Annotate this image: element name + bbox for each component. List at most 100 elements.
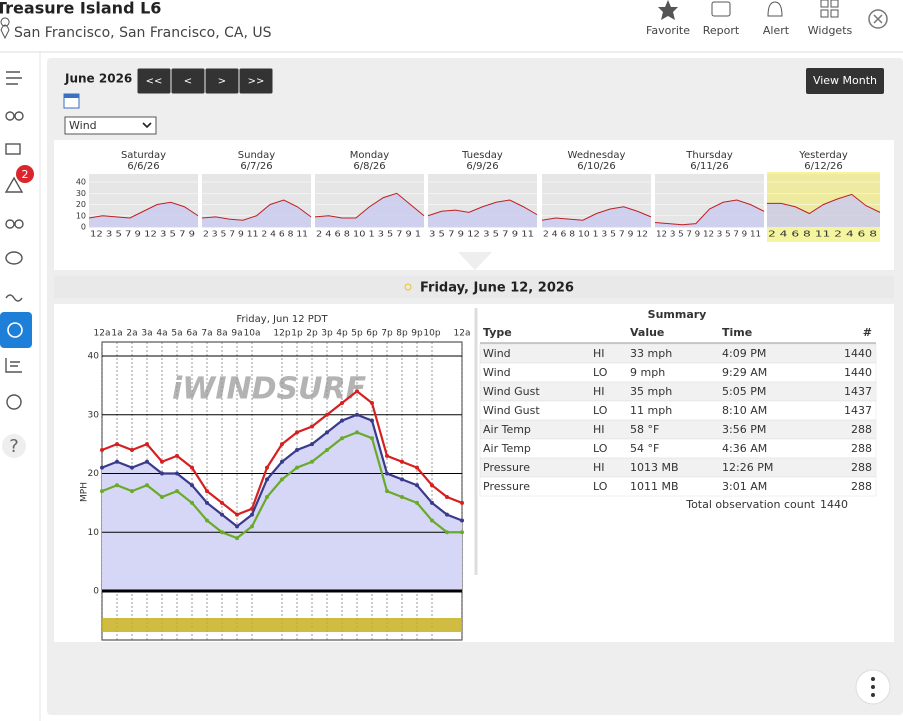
wind-point bbox=[415, 465, 419, 470]
table-cell: 1437 bbox=[844, 385, 872, 398]
nav-label: > bbox=[218, 76, 226, 87]
table-cell: HI bbox=[593, 423, 605, 436]
report-icon[interactable] bbox=[711, 1, 731, 17]
wind-point bbox=[190, 483, 194, 488]
action-label[interactable]: Report bbox=[703, 24, 740, 37]
direction-strip bbox=[102, 618, 462, 632]
mini-y-tick-label: 30 bbox=[76, 189, 86, 198]
day-date: 6/8/26 bbox=[353, 161, 385, 172]
table-row bbox=[479, 343, 877, 364]
wind-point bbox=[265, 465, 269, 470]
x-tick-label: 3a bbox=[141, 329, 152, 339]
wind-point bbox=[415, 483, 419, 488]
nav-button[interactable] bbox=[238, 67, 274, 95]
table-cell: 1011 MB bbox=[630, 480, 679, 493]
select-box[interactable] bbox=[64, 116, 157, 135]
mini-area bbox=[89, 202, 198, 227]
wind-point bbox=[445, 512, 449, 517]
table-cell: Wind bbox=[483, 347, 511, 360]
wind-point bbox=[235, 512, 239, 517]
widgets-icon[interactable] bbox=[820, 0, 839, 18]
mini-line bbox=[654, 199, 765, 226]
wind-icon[interactable] bbox=[6, 71, 22, 85]
x-tick-label: 7a bbox=[201, 329, 212, 339]
action-label[interactable]: Widgets bbox=[808, 24, 853, 37]
action-label[interactable]: Favorite bbox=[646, 24, 690, 37]
summary-title: Summary bbox=[648, 308, 707, 321]
close-button[interactable] bbox=[868, 9, 888, 29]
mini-area bbox=[428, 200, 537, 227]
wind-point bbox=[325, 412, 329, 417]
wind-point bbox=[325, 448, 329, 452]
day-date: 6/9/26 bbox=[466, 161, 498, 172]
help-button[interactable] bbox=[2, 434, 26, 458]
x-tick-label: 8p bbox=[396, 329, 408, 339]
wind-point bbox=[100, 489, 104, 494]
table-cell: 54 °F bbox=[630, 442, 659, 455]
warning-icon[interactable] bbox=[4, 176, 24, 193]
wind-point bbox=[430, 518, 434, 523]
day-date: 6/7/26 bbox=[240, 161, 272, 172]
wind-point bbox=[130, 448, 134, 452]
waves-icon[interactable] bbox=[5, 294, 23, 302]
report-icon[interactable] bbox=[5, 358, 22, 373]
action-label[interactable]: Alert bbox=[763, 24, 790, 37]
nav-label: < bbox=[184, 76, 192, 87]
day-date: 6/11/26 bbox=[690, 161, 729, 172]
wind-point bbox=[280, 459, 284, 464]
table-cell: Pressure bbox=[483, 461, 530, 474]
chat-icon[interactable] bbox=[5, 251, 23, 265]
date-bar bbox=[54, 276, 894, 298]
wind-point bbox=[175, 489, 179, 494]
nav-label: >> bbox=[248, 76, 265, 87]
selected-date: Friday, June 12, 2026 bbox=[420, 281, 574, 296]
camera-icon[interactable] bbox=[5, 143, 21, 155]
table-cell: Wind Gust bbox=[483, 385, 540, 398]
x-tick-label: 2p bbox=[306, 329, 318, 339]
binoculars-icon[interactable] bbox=[5, 219, 15, 229]
wind-point bbox=[175, 471, 179, 476]
wind-point bbox=[280, 442, 284, 447]
alert-count: 2 bbox=[22, 168, 29, 181]
x-tick-label: 6a bbox=[186, 329, 197, 339]
mini-line bbox=[541, 206, 652, 221]
wind-point bbox=[250, 524, 254, 529]
view-month-button[interactable] bbox=[806, 68, 884, 94]
x-tick-label: 3p bbox=[321, 329, 333, 339]
wind-point bbox=[325, 430, 329, 435]
mini-line bbox=[314, 192, 425, 219]
wind-point bbox=[415, 500, 419, 505]
x-tick-label: 5a bbox=[171, 329, 182, 339]
active-history-tab[interactable] bbox=[0, 312, 32, 348]
sidebar-icons[interactable] bbox=[4, 71, 24, 410]
y-tick-label: 30 bbox=[88, 410, 100, 420]
wind-point bbox=[160, 495, 164, 499]
table-cell: 288 bbox=[851, 423, 872, 436]
table-cell: 1440 bbox=[844, 347, 872, 360]
wind-point bbox=[130, 489, 134, 494]
info-icon[interactable] bbox=[6, 394, 22, 410]
hour-labels: 12 3 5 7 9 12 3 5 7 9 11 bbox=[656, 230, 761, 239]
table-row bbox=[479, 438, 877, 459]
wind-point bbox=[295, 448, 299, 452]
day-date: 6/6/26 bbox=[127, 161, 159, 172]
alert-icon[interactable] bbox=[767, 1, 783, 17]
table-cell: 4:09 PM bbox=[722, 347, 766, 360]
mini-area bbox=[315, 193, 424, 227]
wind-point bbox=[220, 530, 224, 535]
wind-point bbox=[100, 448, 104, 452]
binoculars-icon[interactable] bbox=[5, 111, 15, 121]
wind-point bbox=[400, 495, 404, 499]
table-cell: 4:36 AM bbox=[722, 442, 767, 455]
wind-point bbox=[385, 471, 389, 476]
wind-point bbox=[445, 495, 449, 499]
table-cell: HI bbox=[593, 461, 605, 474]
station-location: San Francisco, San Francisco, CA, US bbox=[14, 25, 272, 41]
wind-point bbox=[250, 512, 254, 517]
table-cell: 288 bbox=[851, 442, 872, 455]
calendar-icon[interactable] bbox=[63, 93, 80, 109]
favorite-icon[interactable] bbox=[658, 0, 678, 20]
wind-point bbox=[145, 442, 149, 447]
wind-point bbox=[205, 518, 209, 523]
day-date: 6/10/26 bbox=[577, 161, 616, 172]
